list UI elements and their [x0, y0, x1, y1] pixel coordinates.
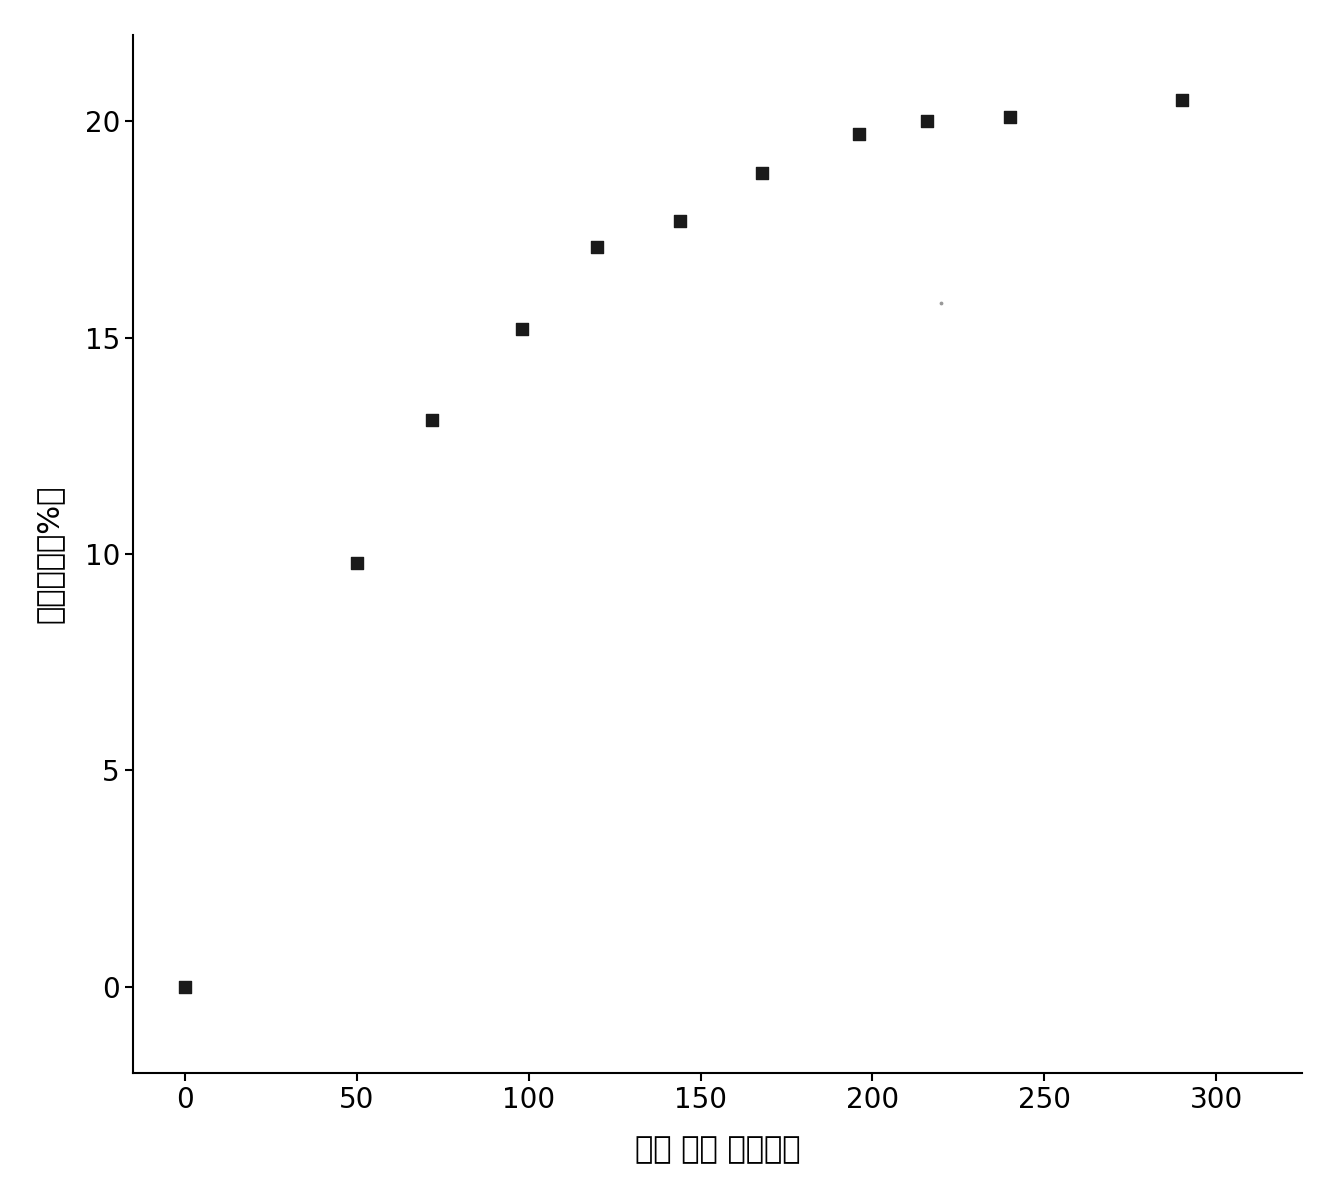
- X-axis label: 吸收 时间 （小时）: 吸收 时间 （小时）: [635, 1135, 801, 1164]
- Y-axis label: 质量分数（%）: 质量分数（%）: [35, 484, 64, 623]
- Point: [346, 553, 368, 572]
- Point: [917, 112, 939, 131]
- Point: [848, 125, 869, 144]
- Point: [174, 977, 195, 996]
- Point: [587, 237, 608, 257]
- Point: [1171, 90, 1193, 109]
- Point: [931, 294, 952, 313]
- Point: [999, 108, 1020, 127]
- Point: [421, 410, 443, 429]
- Point: [751, 163, 773, 182]
- Point: [511, 319, 532, 338]
- Point: [670, 211, 691, 230]
